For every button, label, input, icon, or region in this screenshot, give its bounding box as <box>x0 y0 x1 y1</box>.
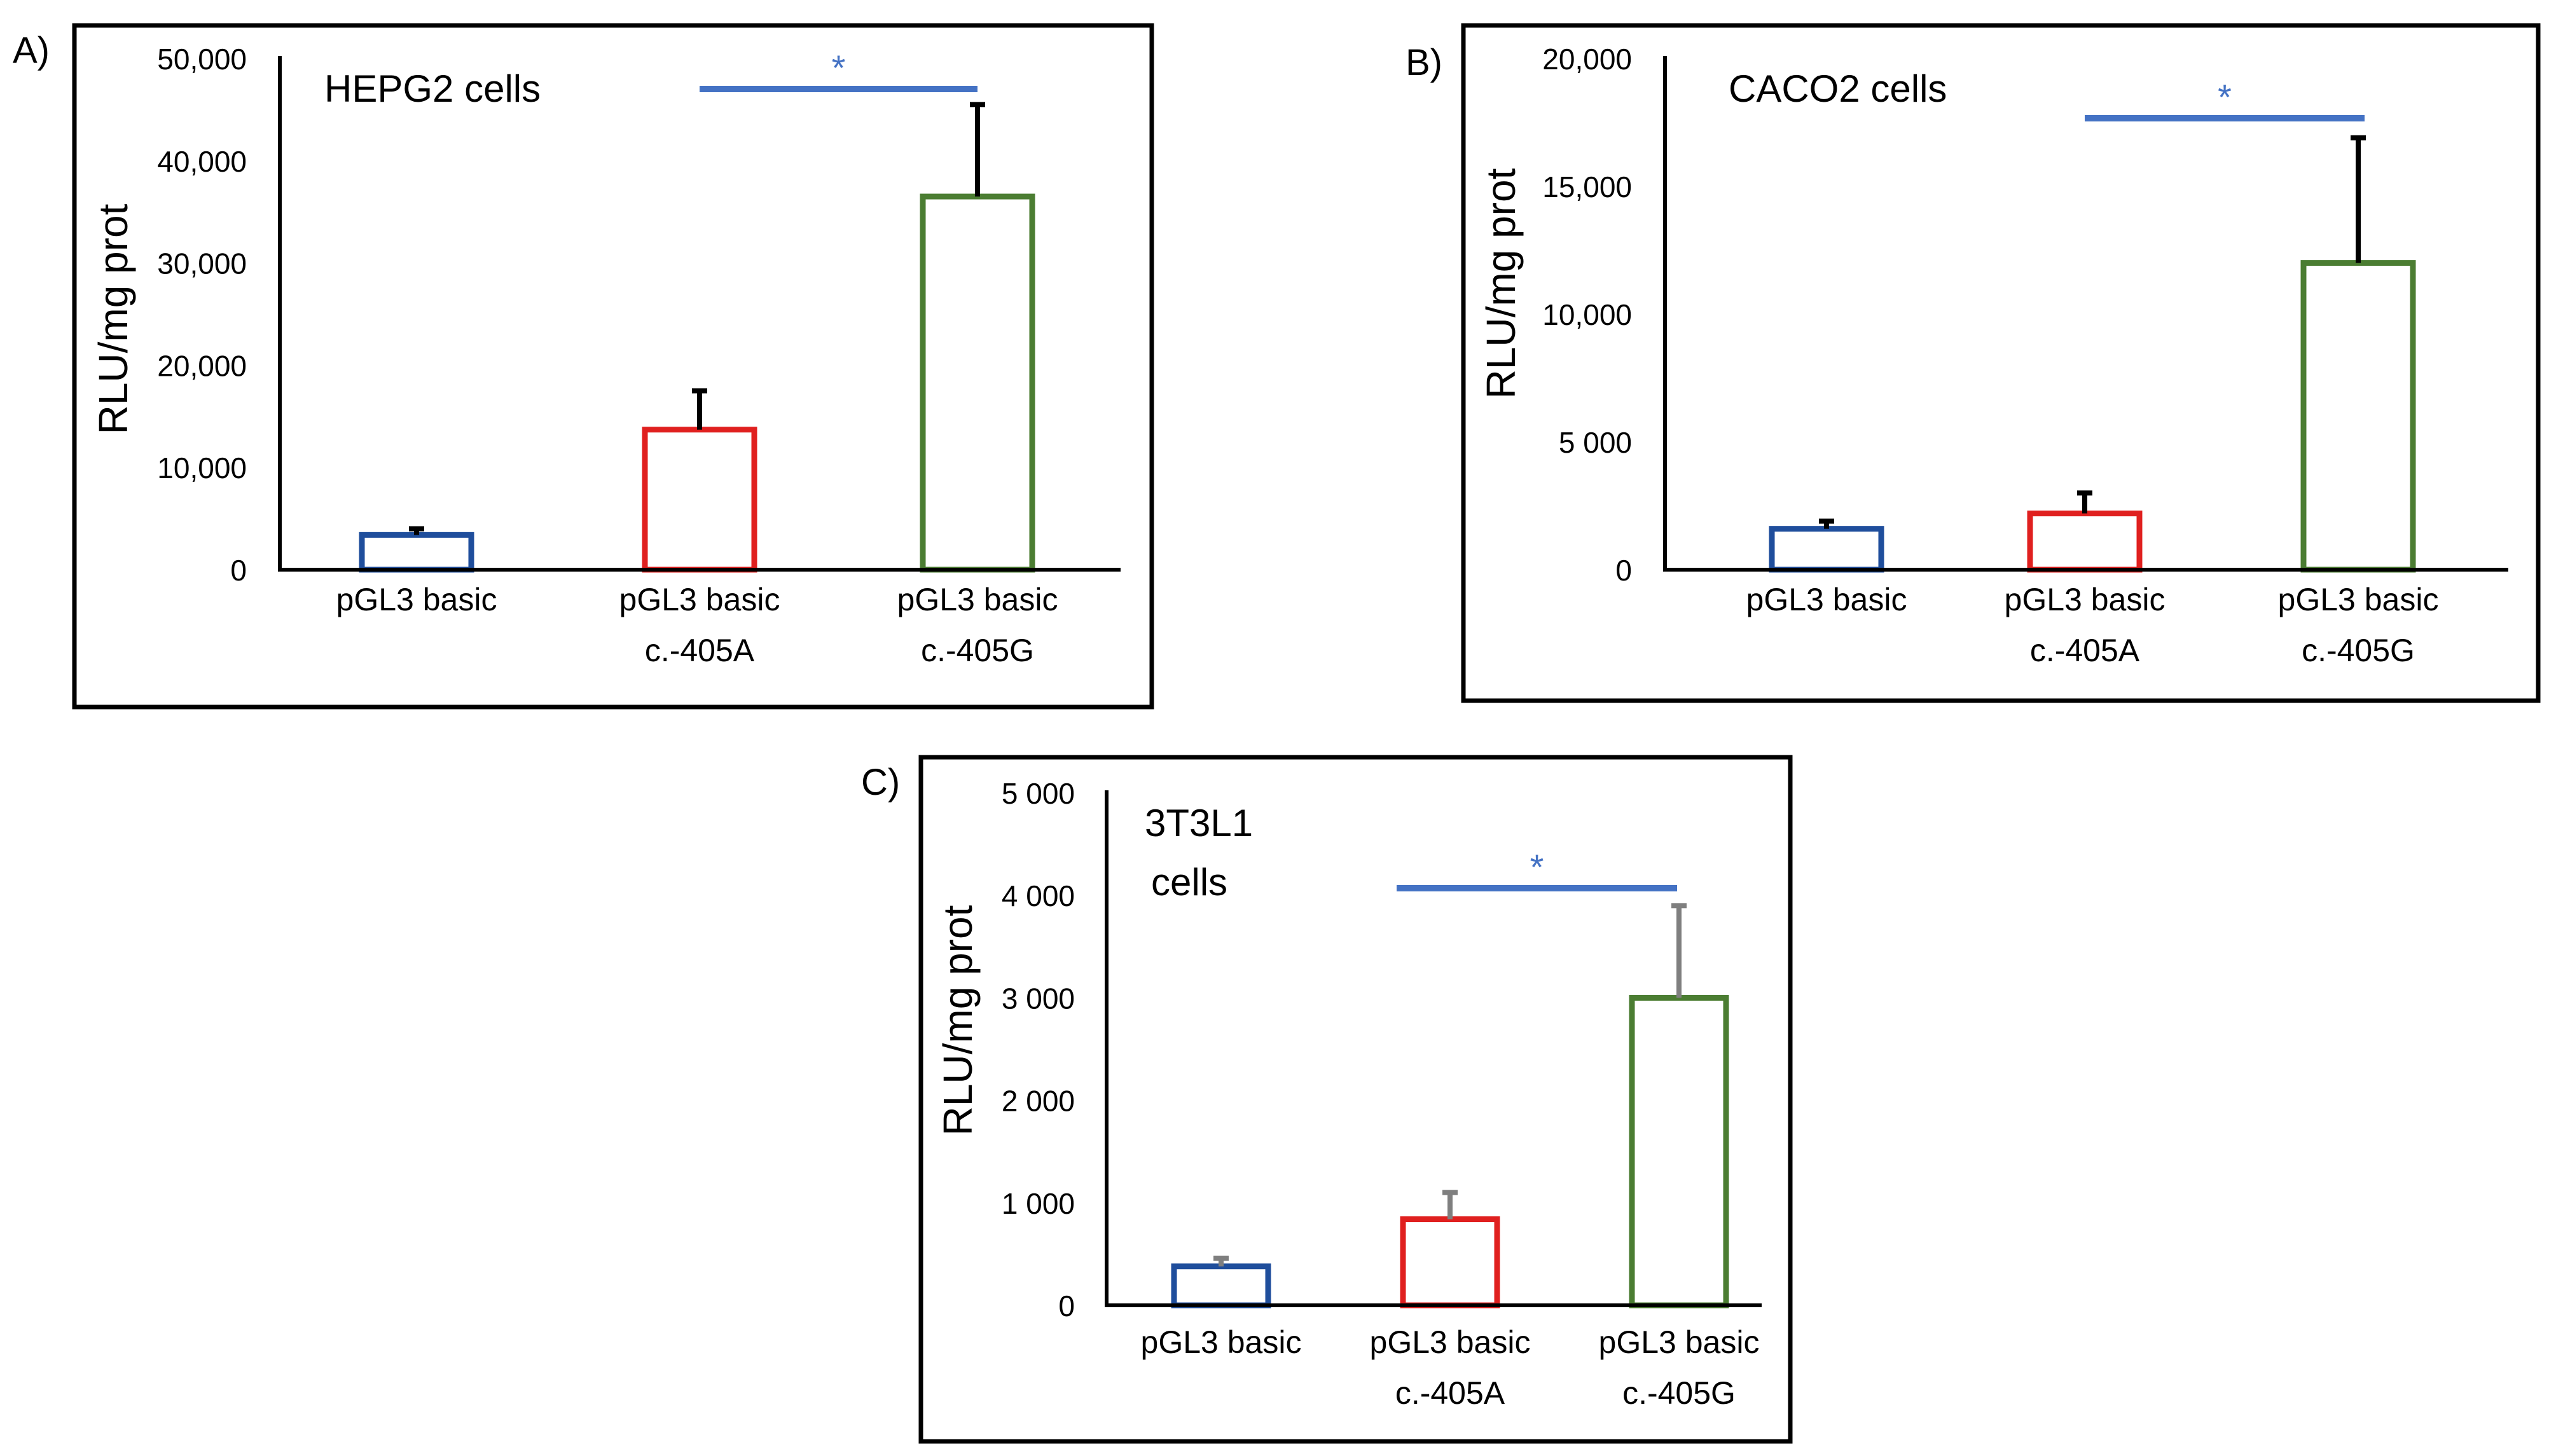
panel-frame <box>1461 23 2541 703</box>
chart-plot-area: 0 1 000 2 000 3 000 4 000 5 000 pGL3 basic pGL3… <box>1002 777 1762 1411</box>
x-tick-label: pGL3 basic <box>2278 582 2439 617</box>
panel-a: A) HEPG2 cells RLU/mg prot 0 10,000 20,000… <box>13 23 1154 710</box>
x-tick-label: pGL3 basic <box>1746 582 1907 617</box>
x-tick-label: c.-405A <box>1395 1375 1505 1411</box>
x-tick-label: pGL3 basic <box>897 582 1058 617</box>
y-tick-label: 10,000 <box>1542 298 1632 331</box>
y-tick-label: 30,000 <box>157 247 247 280</box>
y-tick-label: 0 <box>230 554 247 587</box>
y-tick-label: 2 000 <box>1002 1085 1075 1118</box>
panel-label: C) <box>861 762 900 803</box>
x-tick-label: pGL3 basic <box>1599 1324 1760 1360</box>
panel-b: B) CACO2 cells RLU/mg prot 0 5 000 10,000 1… <box>1406 23 2541 703</box>
y-tick-label: 20,000 <box>1542 43 1632 76</box>
y-tick-label: 5 000 <box>1559 426 1632 459</box>
x-tick-label: c.-405A <box>645 633 755 668</box>
panel-label: B) <box>1406 42 1442 83</box>
y-tick-label: 40,000 <box>157 145 247 178</box>
chart-title-line-1: 3T3L1 <box>1145 802 1253 844</box>
y-tick-label: 3 000 <box>1002 982 1075 1015</box>
panel-frame <box>72 23 1154 710</box>
chart-title: HEPG2 cells <box>324 67 541 110</box>
y-tick-label: 0 <box>1058 1289 1075 1322</box>
significance-label: * <box>2218 77 2232 117</box>
x-tick-label: pGL3 basic <box>2005 582 2166 617</box>
y-tick-label: 4 000 <box>1002 879 1075 912</box>
x-tick-label: c.-405G <box>2302 633 2415 668</box>
significance-label: * <box>1530 847 1544 887</box>
x-tick-label: c.-405G <box>921 633 1034 668</box>
chart-plot-area: 0 10,000 20,000 30,000 40,000 50,000 pGL3 basi… <box>157 43 1121 668</box>
panel-c: C) 3T3L1 cells RLU/mg prot 0 1 000 2 000 3 … <box>861 755 1793 1444</box>
y-axis-label: RLU/mg prot <box>1478 168 1524 399</box>
chart-plot-area: 0 5 000 10,000 15,000 20,000 pGL3 basic pGL3 b… <box>1542 43 2508 668</box>
x-tick-label: c.-405A <box>2030 633 2140 668</box>
x-tick-label: pGL3 basic <box>336 582 497 617</box>
panel-label: A) <box>13 30 50 71</box>
x-tick-label: pGL3 basic <box>1370 1324 1531 1360</box>
y-tick-label: 0 <box>1615 554 1632 587</box>
x-tick-label: pGL3 basic <box>619 582 780 617</box>
significance-label: * <box>832 48 846 88</box>
chart-title: CACO2 cells <box>1729 67 1947 110</box>
y-tick-label: 1 000 <box>1002 1187 1075 1220</box>
chart-title-line-2: cells <box>1151 861 1227 903</box>
y-tick-label: 5 000 <box>1002 777 1075 810</box>
y-tick-label: 15,000 <box>1542 170 1632 203</box>
x-tick-label: c.-405G <box>1622 1375 1736 1411</box>
y-axis-label: RLU/mg prot <box>935 905 981 1136</box>
y-tick-label: 50,000 <box>157 43 247 76</box>
panel-frame <box>918 755 1793 1444</box>
y-tick-label: 10,000 <box>157 451 247 484</box>
y-tick-label: 20,000 <box>157 349 247 382</box>
x-tick-label: pGL3 basic <box>1141 1324 1302 1360</box>
y-axis-label: RLU/mg prot <box>90 203 136 434</box>
